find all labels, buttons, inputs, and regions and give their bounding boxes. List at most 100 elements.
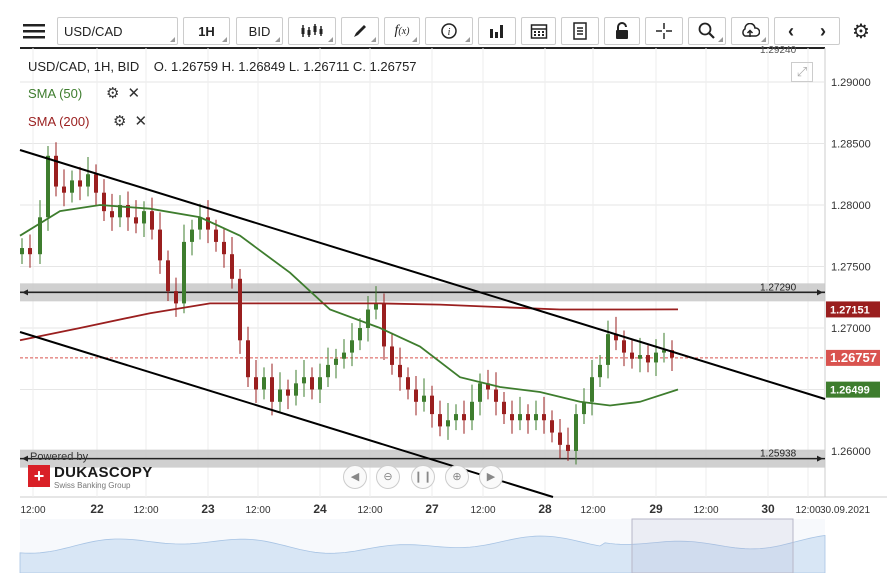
candle-body <box>638 355 642 359</box>
candle-body <box>326 364 330 378</box>
time-tick-label: 27 <box>425 502 439 516</box>
price-tag-bg <box>826 301 880 318</box>
hamburger-menu-icon[interactable] <box>17 17 51 45</box>
time-tick-label: 12:00 <box>470 505 495 516</box>
candle-body <box>334 358 338 365</box>
time-tick-label: 12:00 <box>795 505 820 516</box>
candle-body <box>102 192 106 212</box>
chart-toolbar: USD/CAD 1H BID f(x) i ‹ › ⚙ <box>0 0 887 45</box>
time-tick-label: 12:00 <box>245 505 270 516</box>
candle-body <box>550 420 554 433</box>
sma50-close-icon[interactable]: ✕ <box>127 85 141 102</box>
candle-body <box>358 328 362 341</box>
candle-body <box>254 377 258 390</box>
candle-body <box>510 414 514 421</box>
price-tag: 1.27151 <box>826 301 880 318</box>
chevron-left-icon[interactable]: ‹ <box>788 20 794 41</box>
price-tick-label-top: 1.29240 <box>760 45 797 56</box>
logo-cross-icon: + <box>28 465 50 487</box>
candle-body <box>470 401 474 421</box>
zoom-icon[interactable] <box>688 17 726 45</box>
time-tick-label: 12:00 <box>20 505 45 516</box>
candle-body <box>28 248 32 255</box>
candle-body <box>662 350 666 353</box>
price-tick-label: 1.28000 <box>831 200 871 212</box>
candle-body <box>110 211 114 218</box>
navigator-window[interactable] <box>631 518 794 573</box>
price-tag-bg <box>826 349 880 366</box>
time-tick-label: 24 <box>313 502 327 516</box>
price-tag-label: 1.26499 <box>830 385 870 397</box>
expand-chart-icon[interactable]: ⤢ <box>791 62 813 82</box>
candle-body <box>342 352 346 359</box>
price-tag-label: 1.26757 <box>830 350 877 365</box>
sma50-line <box>19 204 679 407</box>
zoom-in-icon[interactable]: ⊕ <box>445 465 469 489</box>
time-tick-label: 29 <box>649 502 663 516</box>
document-icon[interactable] <box>561 17 599 45</box>
candle-body <box>566 444 570 451</box>
candle-body <box>70 180 74 193</box>
scroll-right-icon[interactable]: ▶ <box>479 465 503 489</box>
upper-trend-line <box>19 149 826 400</box>
candle-body <box>422 395 426 402</box>
function-fx-icon[interactable]: f(x) <box>384 17 420 45</box>
candle-body <box>414 389 418 402</box>
sma50-settings-gear-icon[interactable]: ⚙ <box>106 85 120 102</box>
timeframe-label: 1H <box>198 23 215 39</box>
candle-body <box>494 389 498 402</box>
candle-body <box>622 340 626 353</box>
horizontal-levels: 1.27290 1.25938 <box>20 282 825 468</box>
cloud-upload-icon[interactable] <box>731 17 769 45</box>
candle-body <box>230 254 234 279</box>
grid-lines <box>20 48 825 497</box>
candle-body <box>582 401 586 415</box>
candle-body <box>446 420 450 427</box>
svg-text:i: i <box>448 27 451 38</box>
sma200-settings-gear-icon[interactable]: ⚙ <box>113 113 127 130</box>
candle-body <box>526 414 530 421</box>
candle-body <box>246 340 250 378</box>
candle-body <box>278 389 282 402</box>
info-icon[interactable]: i <box>425 17 473 45</box>
candlestick-type-icon[interactable] <box>288 17 336 45</box>
candle-body <box>262 377 266 390</box>
sma200-close-icon[interactable]: ✕ <box>134 113 148 130</box>
candle-body <box>94 174 98 193</box>
candle-body <box>190 229 194 242</box>
candle-body <box>614 334 618 341</box>
candle-body <box>366 309 370 328</box>
indicator-sma200[interactable]: SMA (200) ⚙ ✕ <box>28 112 147 130</box>
candle-body <box>518 414 522 421</box>
lock-icon[interactable] <box>604 17 640 45</box>
drawing-pencil-icon[interactable] <box>341 17 379 45</box>
timeframe-selector[interactable]: 1H <box>183 17 230 45</box>
indicator-sma50[interactable]: SMA (50) ⚙ ✕ <box>28 84 140 102</box>
price-tag-label: 1.27151 <box>830 304 870 316</box>
candle-body <box>590 377 594 402</box>
instrument-selector[interactable]: USD/CAD <box>57 17 178 45</box>
sma200-label: SMA (200) <box>28 113 90 129</box>
candle-body <box>126 205 130 218</box>
crosshair-icon[interactable] <box>645 17 683 45</box>
candle-body <box>606 334 610 365</box>
price-tag: 1.26499 <box>826 381 880 398</box>
candle-body <box>302 377 306 384</box>
reset-view-icon[interactable]: ❙❙ <box>411 465 435 489</box>
candle-body <box>430 395 434 415</box>
scroll-left-icon[interactable]: ◀ <box>343 465 367 489</box>
price-tick-label: 1.27000 <box>831 323 871 335</box>
candle-body <box>78 180 82 187</box>
candle-body <box>598 364 602 378</box>
zoom-out-icon[interactable]: ⊖ <box>376 465 400 489</box>
price-type-selector[interactable]: BID <box>236 17 283 45</box>
price-type-label: BID <box>248 23 271 39</box>
chevron-right-icon[interactable]: › <box>820 20 826 41</box>
candle-body <box>486 383 490 390</box>
settings-gear-icon[interactable]: ⚙ <box>846 17 876 45</box>
volume-bars-icon[interactable] <box>478 17 516 45</box>
calendar-icon[interactable] <box>521 17 556 45</box>
candle-body <box>166 260 170 292</box>
candle-body <box>270 377 274 402</box>
